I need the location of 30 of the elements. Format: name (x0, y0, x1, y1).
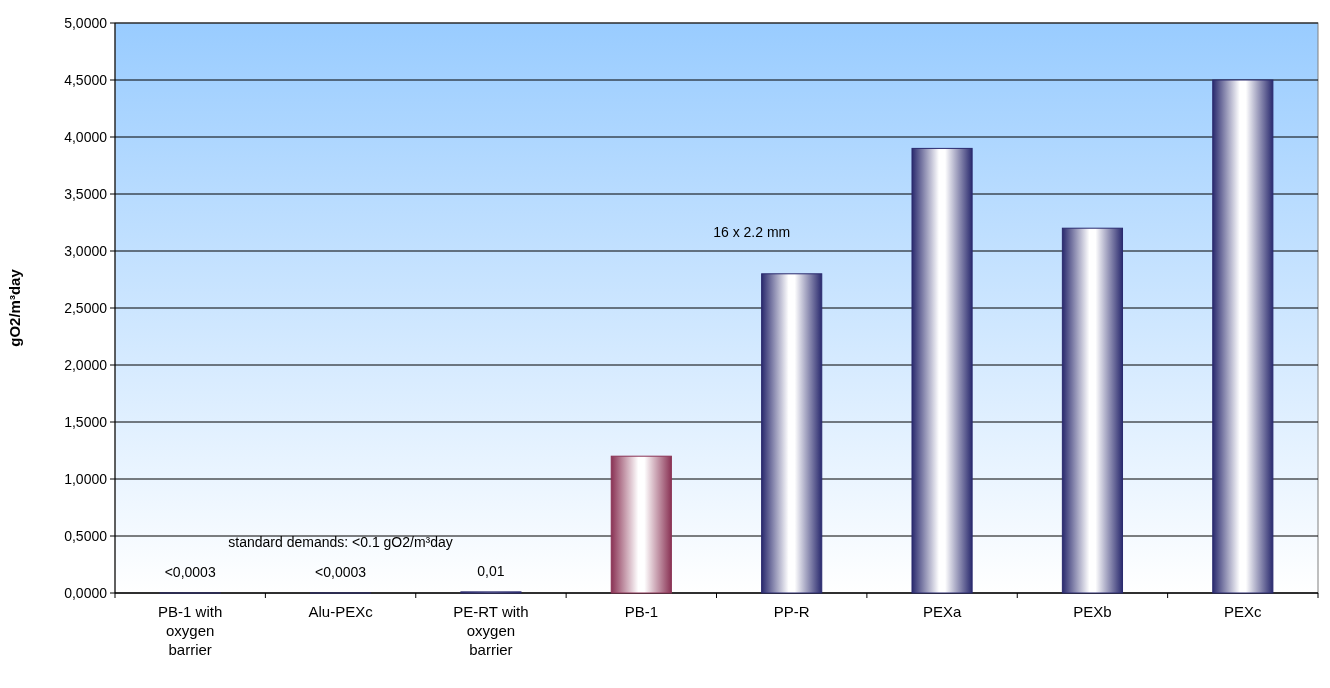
x-tick-label: PEXa (922, 603, 962, 620)
y-tick-label: 3,0000 (64, 242, 108, 259)
x-tick-label: PEXb (1073, 603, 1112, 620)
x-tick-label: PE-RT with oxygen barrier (453, 603, 529, 658)
bar (761, 273, 823, 594)
y-tick-label: 2,0000 (64, 356, 108, 373)
y-tick-label: 0,0000 (64, 584, 108, 601)
data-label: 0,01 (477, 562, 505, 579)
bar (1212, 79, 1274, 594)
y-tick-label: 3,5000 (64, 185, 108, 202)
y-tick-label: 1,0000 (64, 470, 108, 487)
x-tick-label: Alu-PEXc (308, 603, 374, 620)
y-tick-label: 0,5000 (64, 527, 108, 544)
x-tick-label: PP-R (773, 603, 810, 620)
data-label: <0,0003 (315, 563, 367, 580)
bar (610, 455, 672, 594)
x-tick-label: PB-1 with oxygen barrier (158, 603, 223, 658)
bar (1061, 227, 1124, 594)
x-tick-label: PEXc (1224, 603, 1263, 620)
y-tick-label: 4,5000 (64, 71, 108, 88)
y-tick-label: 2,5000 (64, 299, 108, 316)
annotation: 16 x 2.2 mm (713, 223, 791, 240)
y-axis-title: gO2/m³day (6, 268, 23, 347)
bar (911, 147, 973, 594)
annotation: standard demands: <0.1 gO2/m³day (228, 534, 453, 551)
x-tick-label: PB-1 (624, 603, 658, 620)
y-tick-label: 1,5000 (64, 413, 108, 430)
data-label: <0,0003 (164, 563, 216, 580)
y-tick-label: 4,0000 (64, 128, 108, 145)
y-tick-label: 5,0000 (64, 14, 108, 31)
